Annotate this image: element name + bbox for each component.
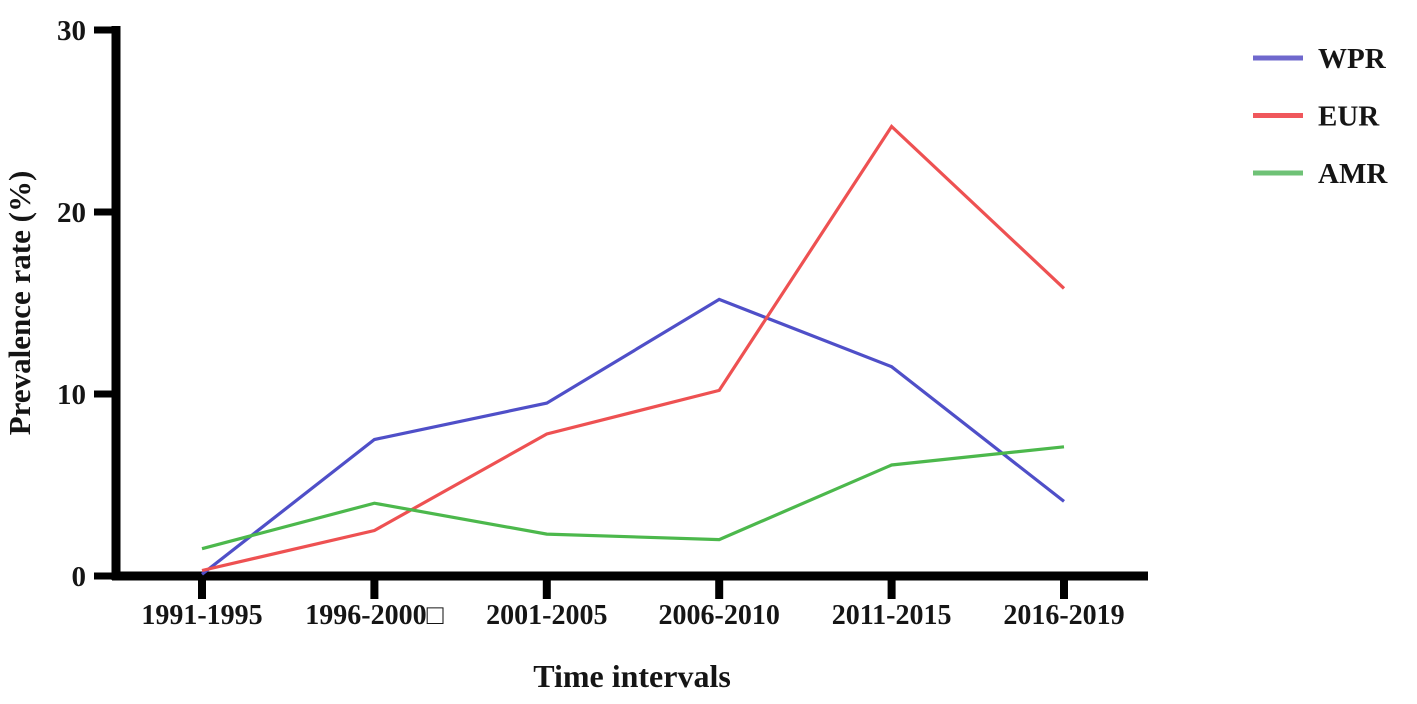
x-axis-ticks: 1991-1995 1996-2000□ 2001-2005 2006-2010 201… (141, 576, 1125, 631)
legend: WPR EUR AMR (1253, 43, 1388, 190)
series-line-eur (201, 124, 1066, 573)
series-lines (201, 124, 1066, 576)
y-axis-ticks: 0 10 20 30 (57, 15, 116, 593)
x-tick-label: 1996-2000□ (305, 600, 443, 631)
series-line-wpr (201, 297, 1065, 576)
x-tick-label: 2001-2005 (486, 600, 607, 631)
y-tick-label: 10 (57, 379, 86, 411)
x-tick-label: 1991-1995 (141, 600, 262, 631)
y-tick-label: 0 (72, 561, 87, 593)
x-axis-title: Time intervals (533, 658, 731, 694)
series-line-amr (201, 445, 1065, 551)
x-tick-label: 2011-2015 (832, 600, 952, 631)
legend-label-wpr: WPR (1318, 43, 1387, 75)
x-tick-label: 2016-2019 (1003, 600, 1124, 631)
x-tick-label: 2006-2010 (659, 600, 780, 631)
y-tick-label: 30 (57, 15, 86, 47)
legend-label-eur: EUR (1318, 101, 1380, 133)
y-tick-label: 20 (57, 197, 86, 229)
y-axis-title: Prevalence rate (%) (2, 171, 37, 436)
legend-label-amr: AMR (1318, 158, 1388, 190)
